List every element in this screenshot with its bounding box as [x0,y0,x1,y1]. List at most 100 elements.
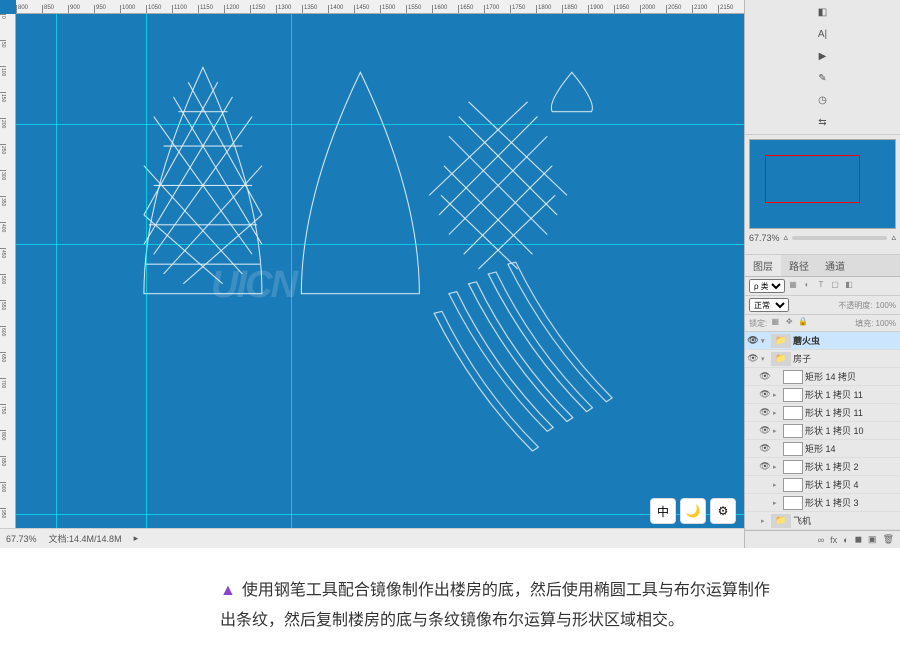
layer-name: 形状 1 拷贝 2 [805,460,898,473]
guide-horizontal[interactable] [16,244,744,245]
opacity-value[interactable]: 100% [876,301,896,310]
visibility-icon[interactable]: 👁 [759,461,771,472]
layer-row[interactable]: 👁▸ 形状 1 拷贝 11 [745,386,900,404]
mask-icon[interactable]: ◐ [843,535,848,545]
expand-icon[interactable]: ▸ [773,463,781,471]
layer-name: 形状 1 拷贝 3 [805,496,898,509]
navigator-panel: 67.73% ▵ ▵ [745,135,900,255]
visibility-icon[interactable]: 👁 [759,443,771,454]
blend-mode-select[interactable]: 正常 [749,298,789,312]
collapse-icon[interactable]: ◧ [814,4,832,20]
gear-button[interactable]: ⚙ [710,498,736,524]
caption: ▲使用钢笔工具配合镜像制作出楼房的底，然后使用椭圆工具与布尔运算制作出条纹，然后… [0,548,900,657]
navigator-thumb[interactable] [749,139,896,229]
lock-row: 锁定: ▦ ✥ 🔒 填充: 100% [745,315,900,332]
guide-horizontal[interactable] [16,124,744,125]
statusbar: 67.73% 文档:14.4M/14.8M ▸ [0,528,744,548]
expand-icon[interactable]: ▸ [773,481,781,489]
brush-icon[interactable]: ✎ [814,70,832,86]
watermark: UICN [211,264,296,307]
expand-icon[interactable]: ▸ [773,427,781,435]
tab-channels[interactable]: 通道 [817,255,853,276]
text-tool-icon[interactable]: A| [814,26,832,42]
lock-all-icon[interactable]: 🔒 [797,317,809,329]
link-icon[interactable]: ∞ [818,535,824,545]
layer-thumb [783,496,803,510]
guide-vertical[interactable] [146,14,147,528]
layer-row[interactable]: 👁▾📁房子 [745,350,900,368]
layer-name: 形状 1 拷贝 11 [805,388,898,401]
lock-pixel-icon[interactable]: ▦ [769,317,781,329]
clock-icon[interactable]: ◷ [814,92,832,108]
layer-thumb [783,460,803,474]
fill-value[interactable]: 100% [876,319,896,328]
zoom-in-icon[interactable]: ▵ [891,232,896,243]
layer-filter-row: ρ 类型 ▦ ◐ T ▢ ◧ [745,277,900,296]
layer-name: 飞机 [793,514,898,527]
visibility-icon[interactable]: 👁 [759,371,771,382]
expand-icon[interactable]: ▾ [761,337,769,345]
layer-thumb [783,406,803,420]
ime-button[interactable]: 中 [650,498,676,524]
moon-button[interactable]: 🌙 [680,498,706,524]
visibility-icon[interactable]: 👁 [759,425,771,436]
tab-layers[interactable]: 图层 [745,255,781,276]
filter-pixel-icon[interactable]: ▦ [787,280,799,292]
layer-row[interactable]: 👁 矩形 14 拷贝 [745,368,900,386]
layers-list: 👁▾📁蘑火虫👁▾📁房子👁矩形 14 拷贝👁▸形状 1 拷贝 11👁▸形状 1 拷… [745,332,900,530]
layers-footer: ∞ fx ◐ ◼ ▣ 🗑 [745,530,900,548]
layer-row[interactable]: 👁▸ 形状 1 拷贝 2 [745,458,900,476]
tab-paths[interactable]: 路径 [781,255,817,276]
layer-row[interactable]: 👁▸ 形状 1 拷贝 11 [745,404,900,422]
fx-icon[interactable]: fx [830,535,837,545]
zoom-out-icon[interactable]: ▵ [784,232,789,243]
app-window: 8008509009501000105011001150120012501300… [0,0,900,548]
visibility-icon[interactable]: 👁 [759,407,771,418]
expand-icon[interactable]: ▾ [761,355,769,363]
right-panels: ◧ A| ▶ ✎ ◷ ⇆ 67.73% ▵ ▵ 图层 路径 通道 ρ 类型 ▦ … [744,0,900,548]
layer-row[interactable]: 👁 矩形 14 [745,440,900,458]
lock-pos-icon[interactable]: ✥ [783,317,795,329]
guide-horizontal[interactable] [16,514,744,515]
layer-row[interactable]: 👁▾📁蘑火虫 [745,332,900,350]
expand-icon[interactable]: ▸ [773,391,781,399]
layer-row[interactable]: ▸ 形状 1 拷贝 3 [745,494,900,512]
layer-name: 蘑火虫 [793,334,898,347]
layer-row[interactable]: ▸📁飞机 [745,512,900,530]
filter-text-icon[interactable]: T [815,280,827,292]
caption-marker-icon: ▲ [220,582,236,599]
visibility-icon[interactable]: 👁 [759,389,771,400]
lock-label: 锁定: [749,318,767,329]
zoom-slider[interactable] [792,236,887,240]
visibility-icon[interactable]: 👁 [747,335,759,346]
trash-icon[interactable]: 🗑 [883,534,894,545]
canvas-area[interactable]: 8008509009501000105011001150120012501300… [0,0,744,548]
ruler-horizontal: 8008509009501000105011001150120012501300… [16,0,744,14]
expand-icon[interactable]: ▸ [773,409,781,417]
filter-shape-icon[interactable]: ▢ [829,280,841,292]
folder-icon: 📁 [771,352,791,366]
visibility-icon[interactable]: 👁 [747,353,759,364]
play-icon[interactable]: ▶ [814,48,832,64]
filter-adjust-icon[interactable]: ◐ [801,280,813,292]
expand-icon[interactable]: ▸ [761,517,769,525]
layer-row[interactable]: 👁▸ 形状 1 拷贝 10 [745,422,900,440]
filter-type-select[interactable]: ρ 类型 [749,279,785,293]
nav-zoom-value: 67.73% [749,233,780,243]
caption-text: 使用钢笔工具配合镜像制作出楼房的底，然后使用椭圆工具与布尔运算制作出条纹，然后复… [220,582,770,629]
new-layer-icon[interactable]: ▣ [868,534,877,545]
layer-thumb [783,388,803,402]
layer-name: 矩形 14 拷贝 [805,370,898,383]
expand-icon[interactable]: ▸ [773,499,781,507]
guide-vertical[interactable] [56,14,57,528]
fill-adj-icon[interactable]: ◼ [855,534,862,545]
layer-name: 形状 1 拷贝 11 [805,406,898,419]
ruler-vertical: 0501001502002503003504004505005506006507… [0,14,16,528]
folder-icon: 📁 [771,514,791,528]
layer-name: 形状 1 拷贝 10 [805,424,898,437]
layer-row[interactable]: ▸形状 1 拷贝 4 [745,476,900,494]
slider-icon[interactable]: ⇆ [814,114,832,130]
layer-name: 矩形 14 [805,442,898,455]
filter-smart-icon[interactable]: ◧ [843,280,855,292]
layer-name: 房子 [793,352,898,365]
